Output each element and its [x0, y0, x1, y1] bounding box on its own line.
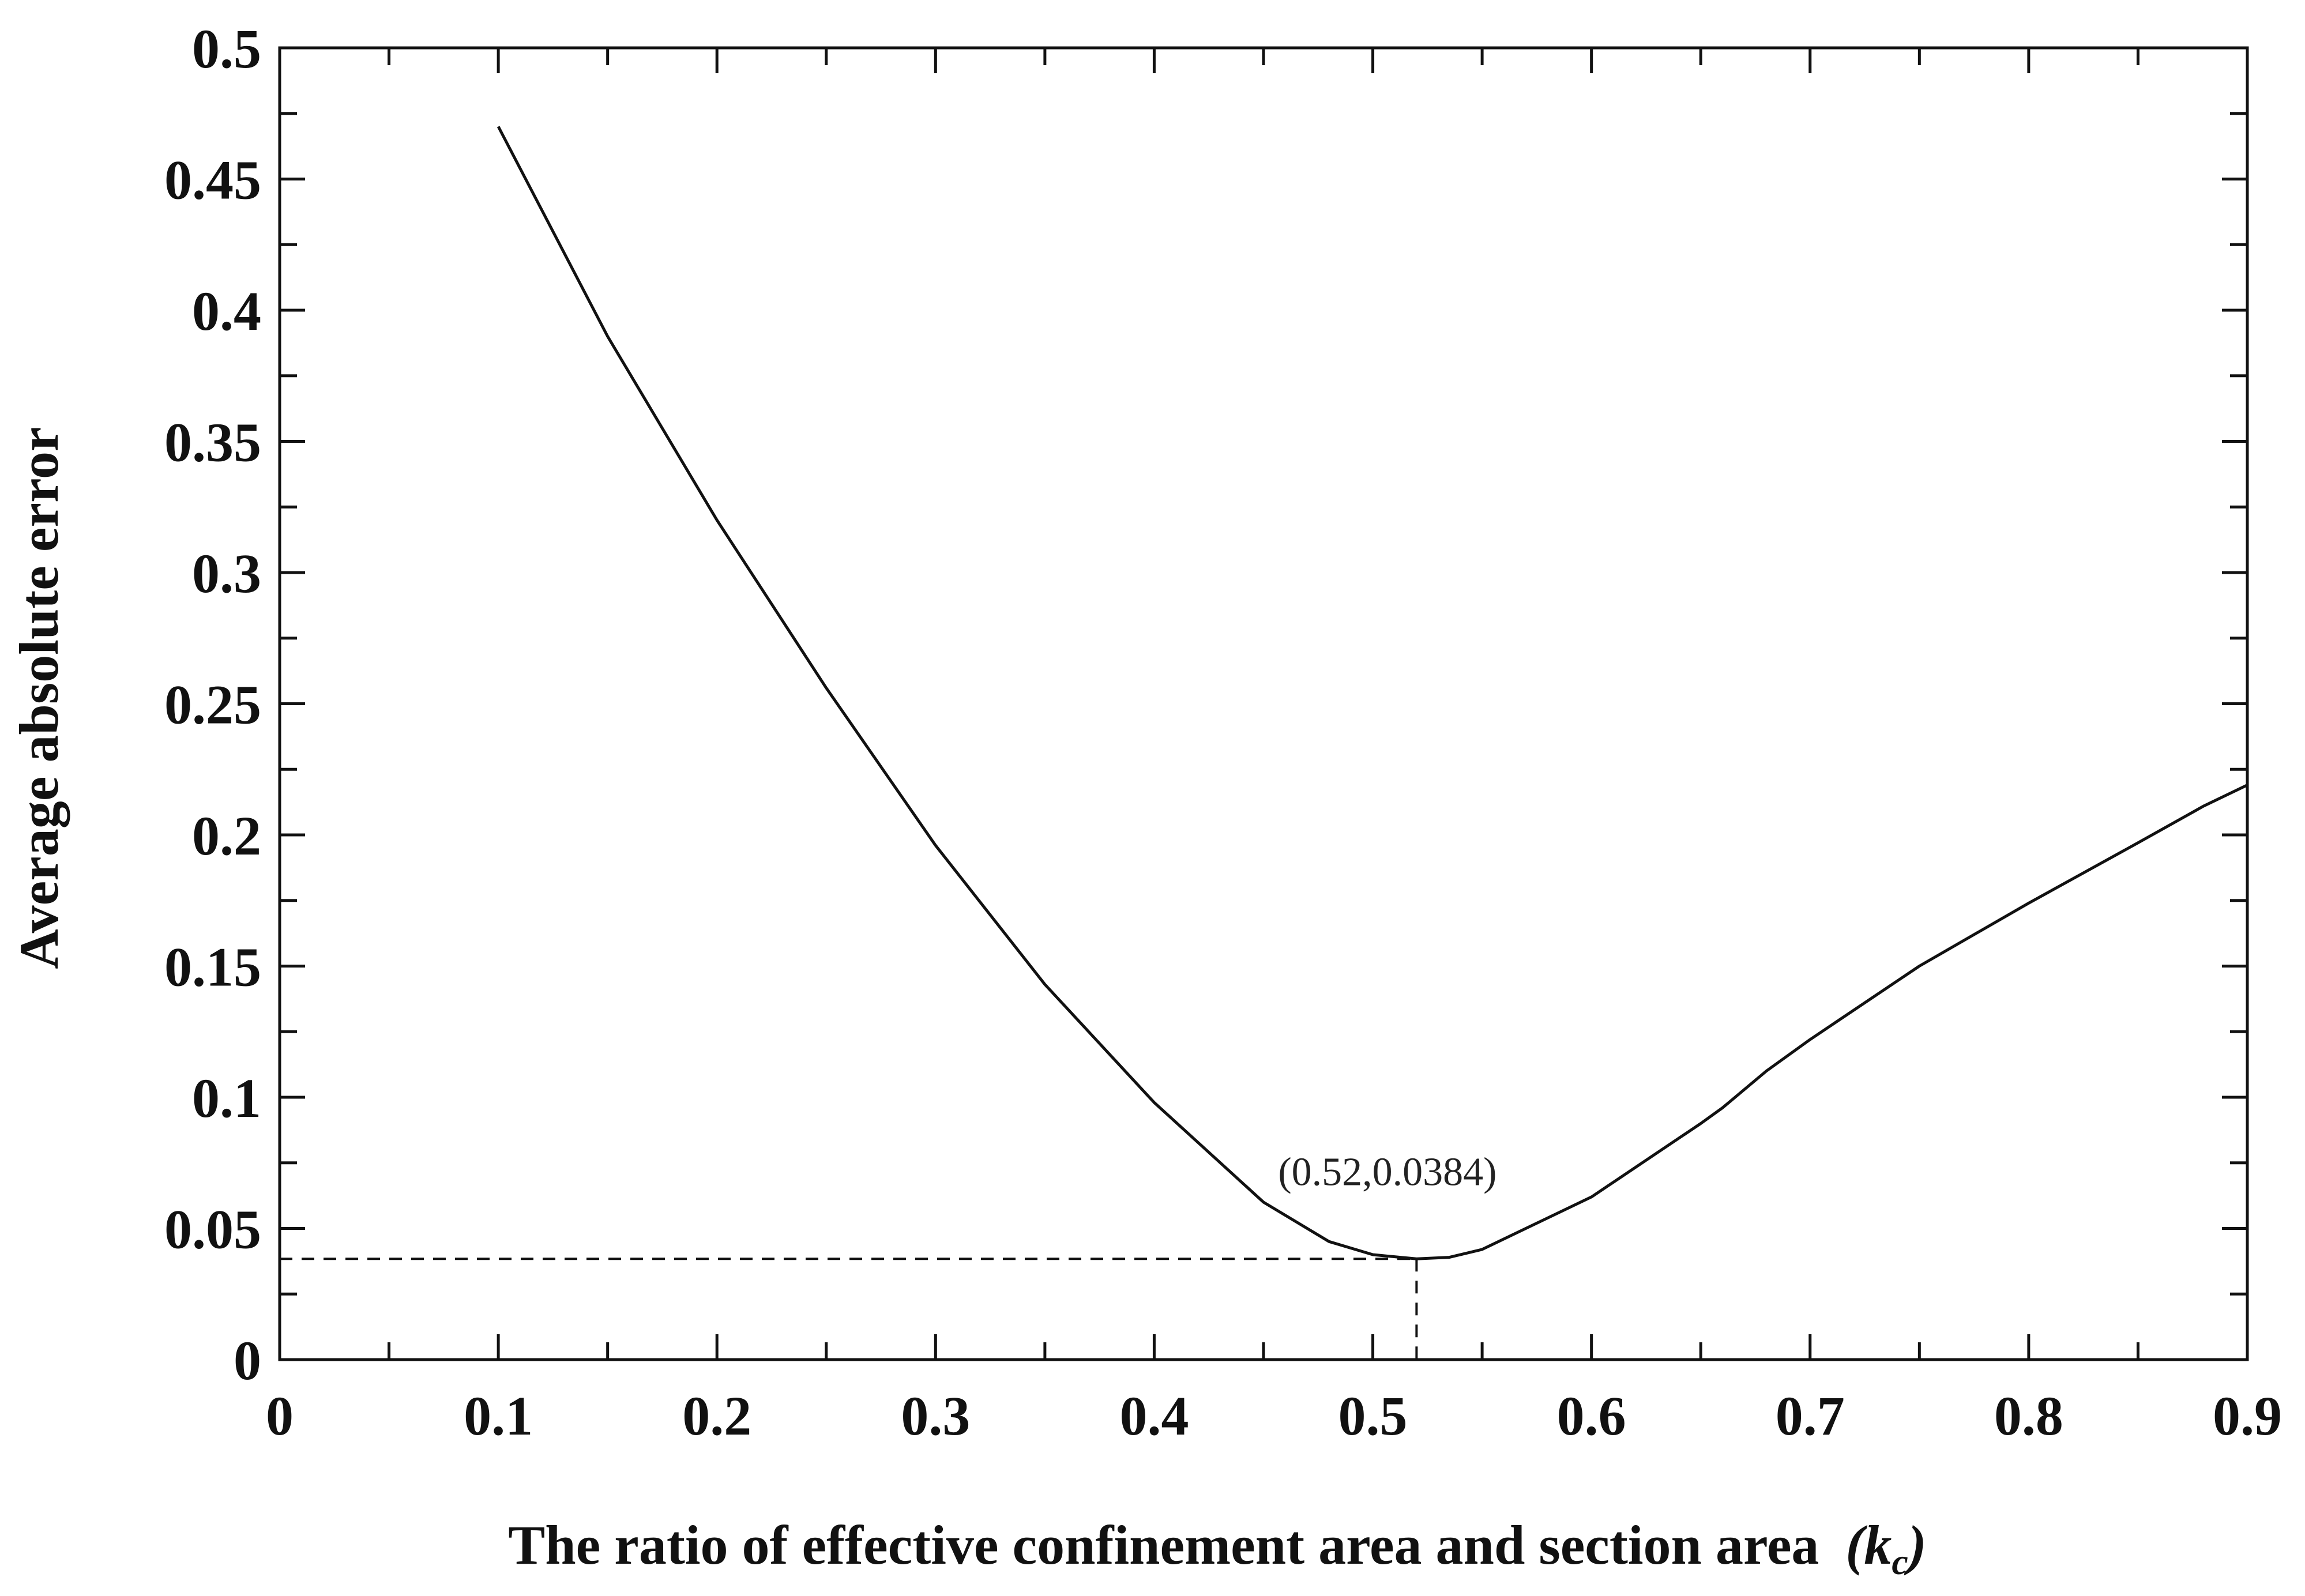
y-axis-title: Average absolute error — [8, 427, 70, 969]
y-tick-label: 0.2 — [192, 805, 261, 867]
minimum-guide-lines — [280, 1258, 1418, 1360]
y-tick-label: 0.1 — [192, 1067, 261, 1129]
y-tick-label: 0.45 — [164, 149, 261, 211]
x-tick-label: 0.6 — [1557, 1385, 1626, 1447]
y-tick-label: 0.3 — [192, 543, 261, 604]
x-tick-label: 0.1 — [464, 1385, 533, 1447]
x-axis-title-text: The ratio of effective confinement area … — [508, 1514, 1819, 1576]
y-tick-label: 0.25 — [164, 674, 261, 736]
x-tick-label: 0.8 — [1994, 1385, 2063, 1447]
x-tick-label: 0.3 — [901, 1385, 970, 1447]
x-tick-label: 0.2 — [682, 1385, 751, 1447]
error-curve — [497, 126, 2248, 1260]
plot-frame — [278, 46, 2249, 1361]
x-axis-title-subscript: c — [1892, 1541, 1908, 1582]
y-tick-label: 0.15 — [164, 936, 261, 998]
y-tick-label: 0.35 — [164, 412, 261, 473]
x-tick-label: 0.4 — [1119, 1385, 1189, 1447]
y-tick-label: 0.05 — [164, 1199, 261, 1260]
x-axis-ticks: 0 0.1 0.2 0.3 0.4 0.5 0.6 0.7 0.8 0.9 — [266, 48, 2282, 1447]
y-axis-ticks: 0 0.05 0.1 0.15 0.2 0.25 0.3 0.35 0.4 0.45 0.5 — [164, 18, 2247, 1391]
y-tick-label: 0.5 — [192, 18, 261, 80]
minimum-point-annotation: (0.52,0.0384) — [1278, 1150, 1496, 1194]
x-tick-label: 0.7 — [1776, 1385, 1845, 1447]
y-tick-label: 0 — [234, 1330, 261, 1391]
x-axis-title-symbol: (k — [1845, 1514, 1892, 1576]
x-axis-title: The ratio of effective confinement area … — [508, 1514, 1927, 1582]
y-tick-label: 0.4 — [192, 280, 261, 342]
x-tick-label: 0.5 — [1338, 1385, 1408, 1447]
x-tick-label: 0.9 — [2213, 1385, 2282, 1447]
x-tick-label: 0 — [266, 1385, 294, 1447]
